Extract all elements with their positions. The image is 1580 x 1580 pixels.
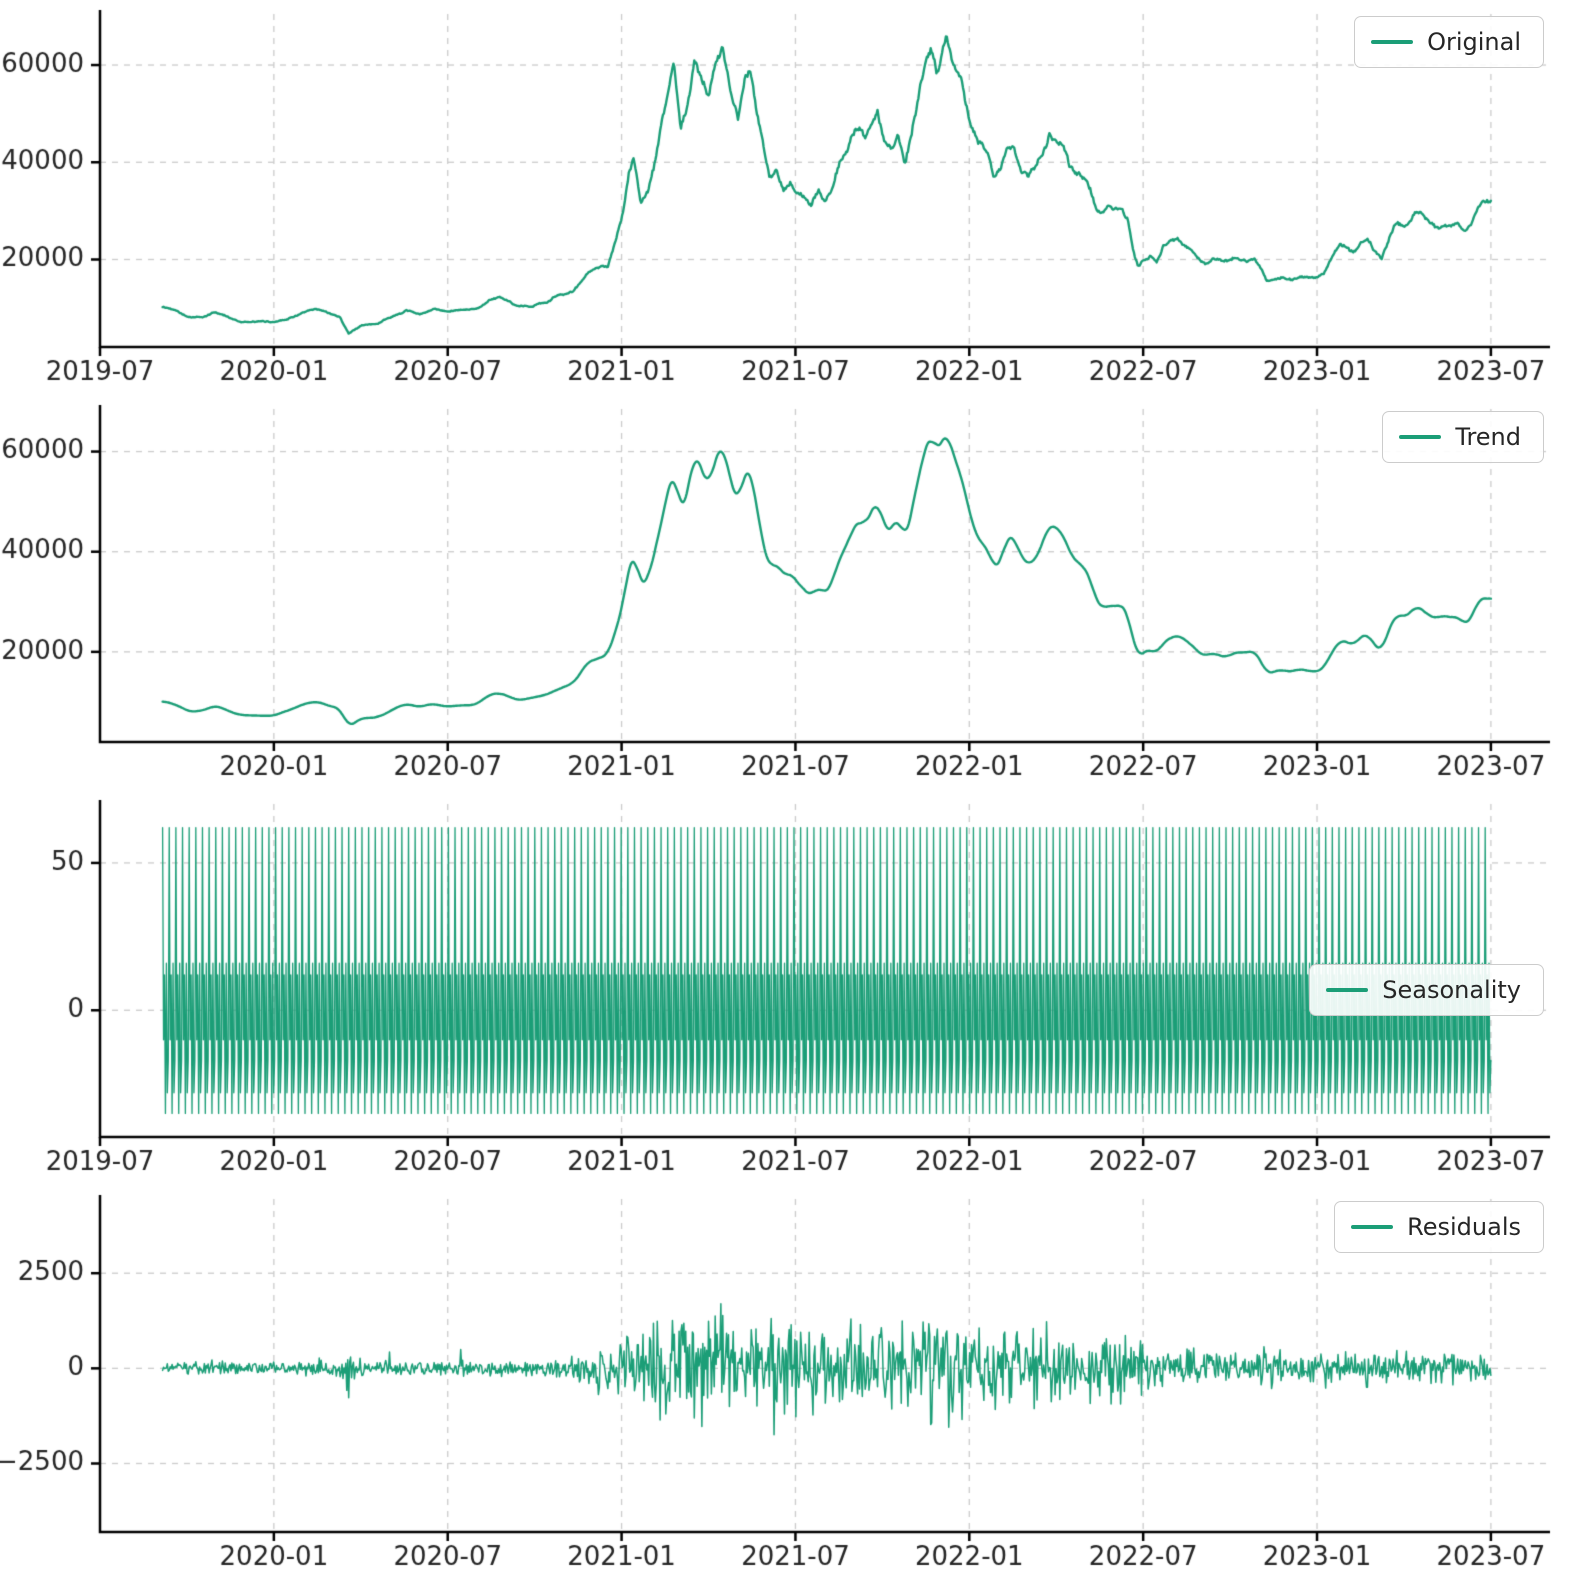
trend-legend: Trend <box>1382 411 1544 463</box>
residuals-legend: Residuals <box>1334 1201 1544 1253</box>
trend-panel: Trend <box>0 395 1580 790</box>
original-chart-canvas <box>0 0 1580 395</box>
residuals-panel: Residuals <box>0 1185 1580 1580</box>
legend-line-swatch <box>1399 435 1442 439</box>
legend-label: Seasonality <box>1382 975 1521 1004</box>
original-legend: Original <box>1354 16 1544 68</box>
legend-line-swatch <box>1371 40 1414 44</box>
legend-line-swatch <box>1326 987 1369 992</box>
legend-label: Original <box>1427 28 1521 56</box>
original-panel: Original <box>0 0 1580 395</box>
trend-chart-canvas <box>0 395 1580 790</box>
legend-line-swatch <box>1351 1225 1394 1229</box>
legend-label: Trend <box>1455 423 1521 451</box>
seasonality-legend: Seasonality <box>1309 963 1544 1016</box>
legend-label: Residuals <box>1407 1213 1521 1241</box>
seasonality-panel: Seasonality <box>0 790 1580 1185</box>
residuals-chart-canvas <box>0 1185 1580 1580</box>
